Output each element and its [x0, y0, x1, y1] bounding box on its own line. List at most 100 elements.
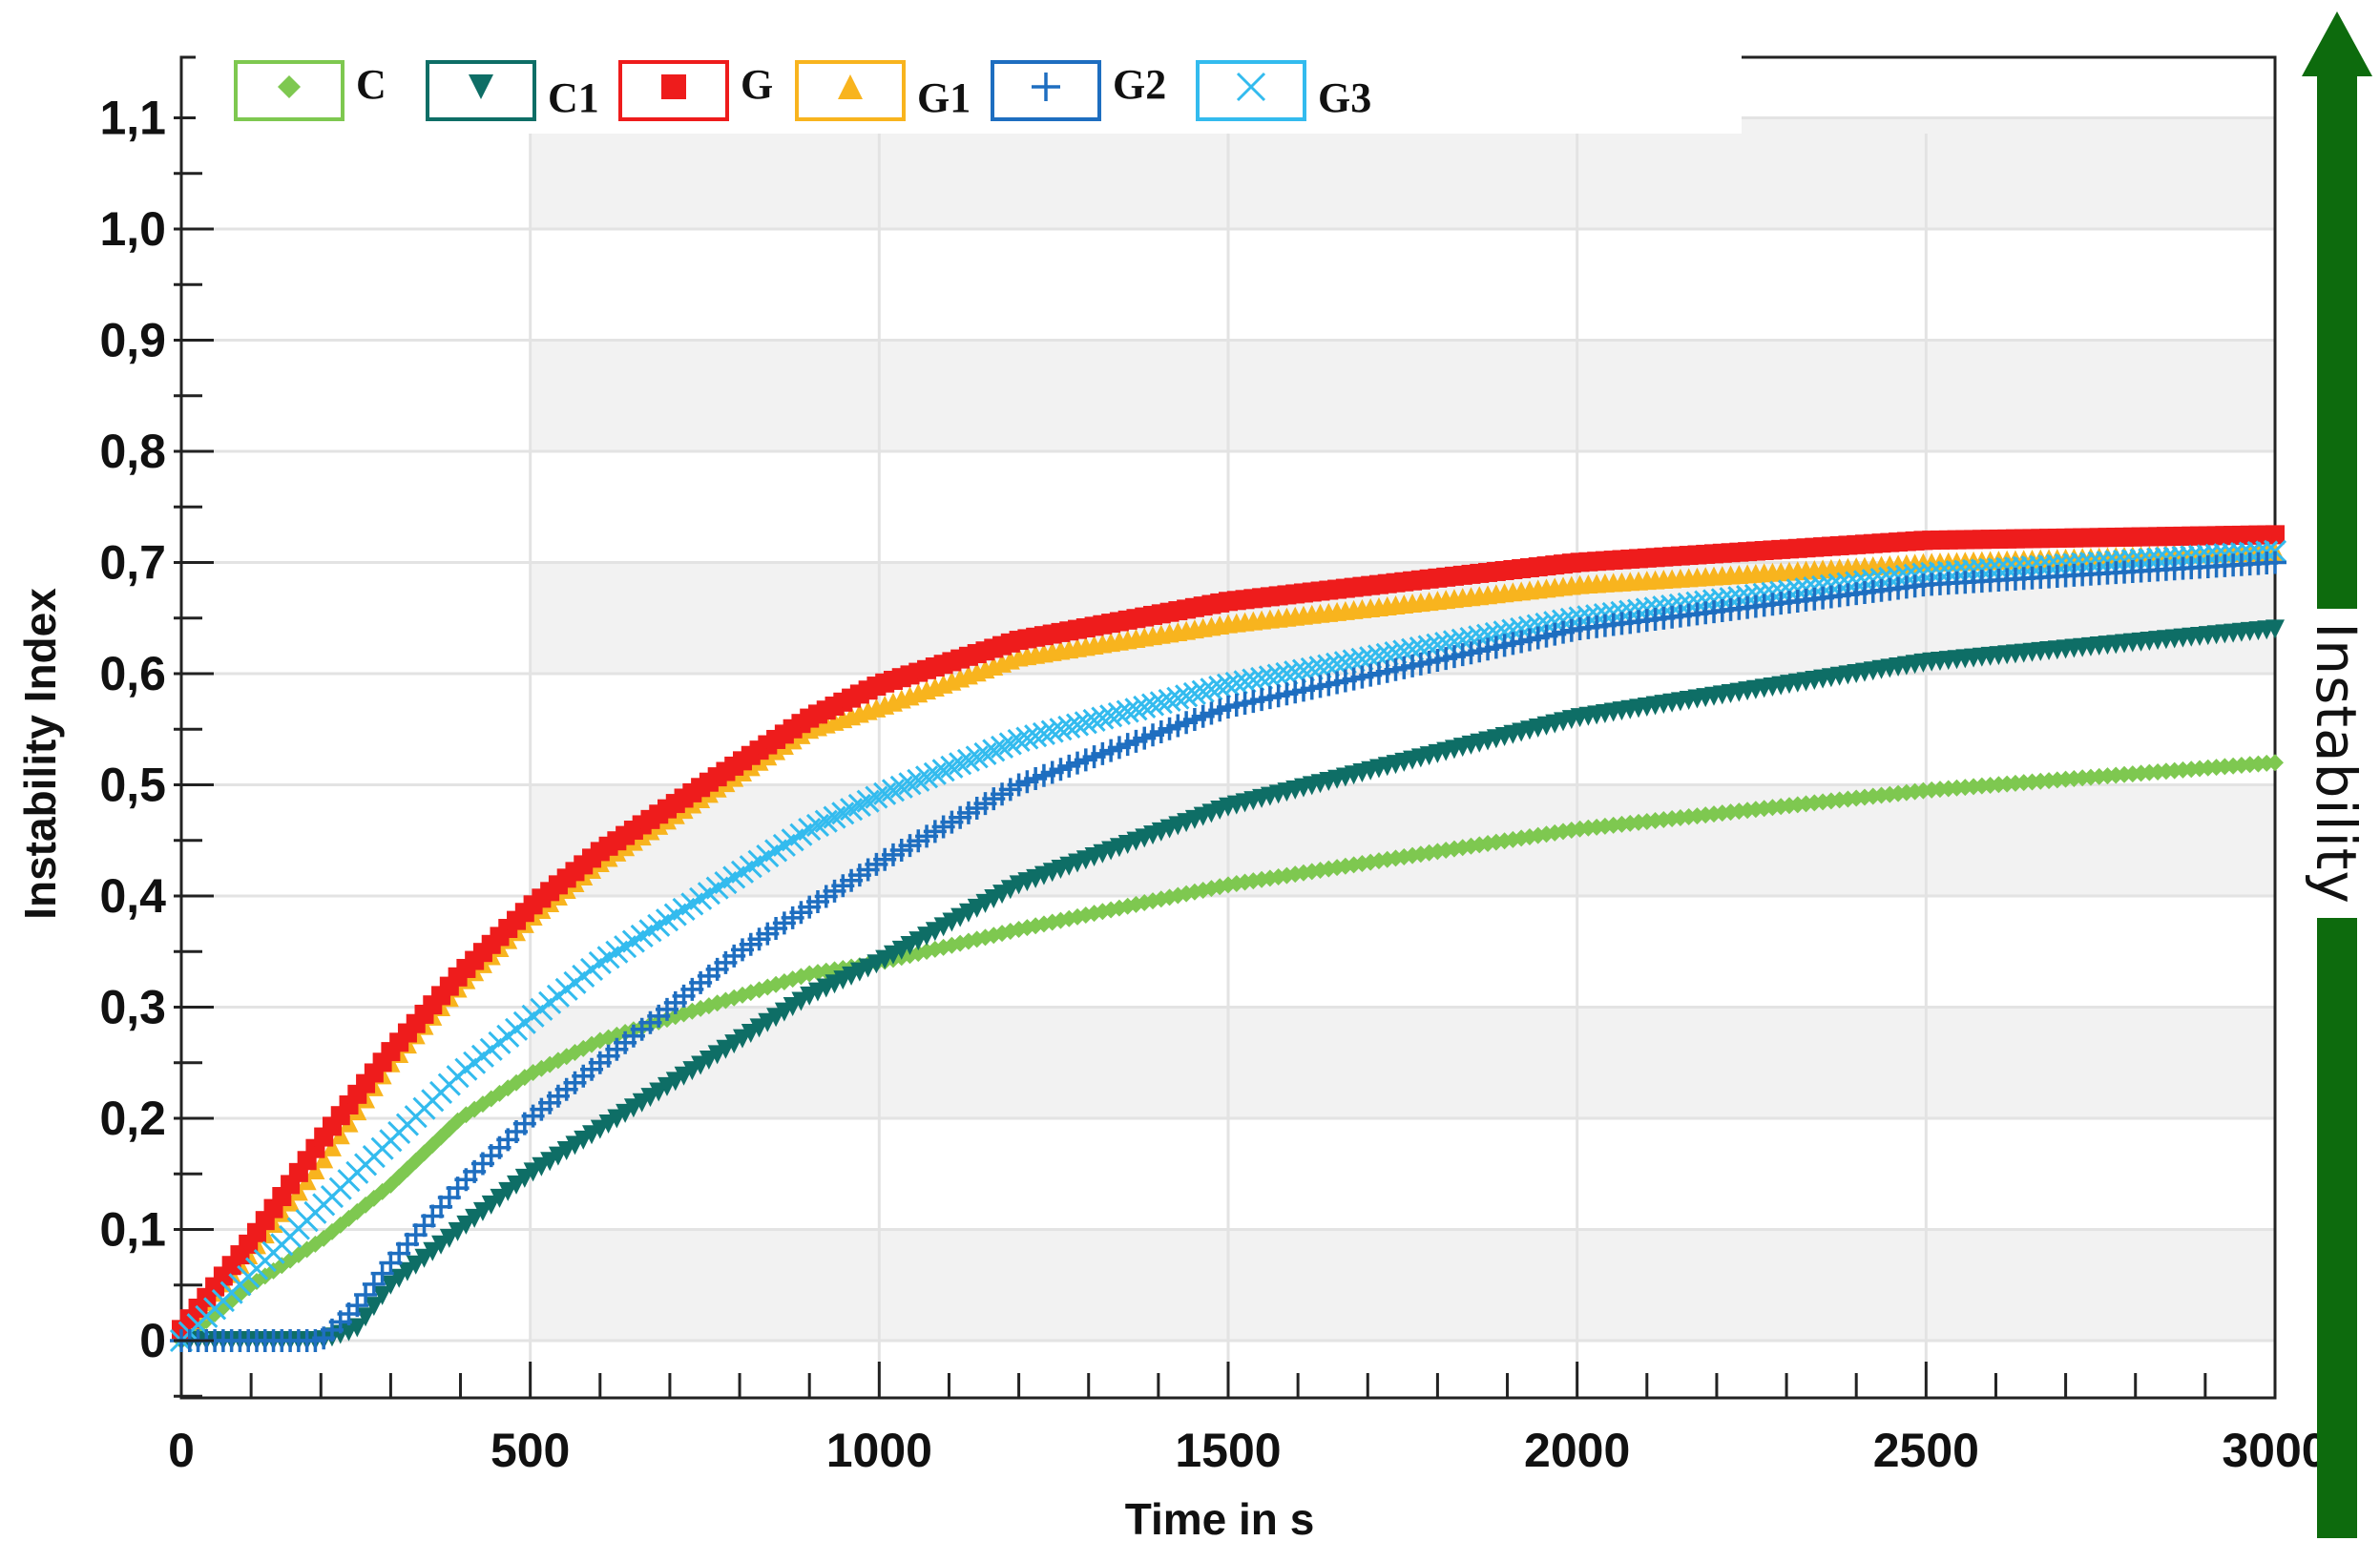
- series-g3-point: [898, 772, 922, 796]
- x-tick-label: 3000: [2222, 1424, 2328, 1477]
- series-c: [173, 754, 2284, 1349]
- x-tick-label: 2000: [1524, 1424, 1630, 1477]
- legend-label-c1: C1: [548, 74, 599, 121]
- series-c1-point: [347, 1318, 367, 1338]
- series-g3-point: [1166, 686, 1190, 710]
- arrow-shaft-upper: [2317, 74, 2357, 609]
- y-axis-title: Instability Index: [15, 588, 65, 920]
- series-g3-point: [907, 768, 930, 792]
- series-g3-point: [1024, 724, 1048, 748]
- series-g3-point: [1040, 719, 1064, 743]
- legend-label-g: G: [741, 61, 773, 108]
- y-tick-label: 0,8: [99, 425, 166, 478]
- instability-side-label: Instability: [2304, 622, 2369, 905]
- series-g3-point: [1133, 695, 1157, 719]
- series-g3-point: [889, 775, 913, 799]
- series-g3-point: [1140, 693, 1165, 717]
- legend-swatch-g3: [1196, 60, 1306, 121]
- series-c1-point: [364, 1297, 384, 1317]
- y-tick-label: 0: [139, 1314, 166, 1367]
- series-g2-point: [2264, 551, 2286, 574]
- background-band: [530, 784, 2275, 896]
- series-g3-point: [1175, 684, 1199, 708]
- series-g3-point: [940, 755, 964, 779]
- y-tick-label: 0,1: [99, 1203, 166, 1257]
- legend-label-g2: G2: [1113, 61, 1166, 108]
- x-tick-label: 1500: [1175, 1424, 1281, 1477]
- series-g3-point: [1049, 718, 1073, 741]
- series-g3-point: [1082, 708, 1106, 732]
- series-g3-point: [1074, 711, 1097, 735]
- series-g1-point: [322, 1136, 342, 1156]
- series-g-point: [2265, 525, 2285, 545]
- legend: C C1 G G1 G2 G3: [196, 38, 1742, 134]
- legend-marker-c-icon: [278, 75, 301, 98]
- y-tick-label: 0,2: [99, 1092, 166, 1145]
- series-c1-point: [356, 1307, 376, 1327]
- series-c1-point: [2265, 619, 2285, 639]
- legend-marker-g-icon: [661, 74, 686, 99]
- series-g3-point: [1007, 728, 1031, 752]
- series-g3-point: [965, 745, 989, 769]
- series-g3-point: [949, 752, 972, 776]
- background-band: [530, 1229, 2275, 1341]
- series-g3-point: [1158, 688, 1181, 713]
- legend-marker-c1-icon: [469, 74, 493, 99]
- y-tick-label: 0,9: [99, 314, 166, 367]
- background-band: [530, 1007, 2275, 1118]
- series-g3-point: [1091, 706, 1115, 730]
- series-c-point: [1939, 780, 1957, 798]
- y-tick-label: 0,4: [99, 869, 166, 923]
- series-g3-point: [1200, 677, 1223, 701]
- series-g1-point: [314, 1149, 334, 1169]
- background-band: [530, 340, 2275, 451]
- legend-marker-g1-icon: [838, 74, 863, 99]
- series-g3-point: [956, 748, 981, 772]
- y-axis: 0 0,1 0,2 0,3 0,4 0,5 0,6 0,7 0,8 0,9 1,0 1,1: [99, 92, 214, 1398]
- series-g3-point: [973, 741, 997, 765]
- y-tick-label: 0,3: [99, 981, 166, 1034]
- series-g3-point: [915, 765, 939, 789]
- x-axis: 0 500 1000 1500 2000 2500 3000: [168, 1362, 2328, 1477]
- legend-marker-g3-icon: [1236, 72, 1266, 102]
- series-g3-point: [1099, 704, 1123, 728]
- series-g3-point: [881, 779, 906, 802]
- series-g3-point: [990, 735, 1014, 759]
- y-tick-label: 0,7: [99, 536, 166, 590]
- series-g3-point: [1015, 726, 1039, 750]
- series-g3-point: [865, 785, 888, 809]
- legend-label-g1: G1: [917, 74, 971, 121]
- series-g3-point: [1182, 681, 1206, 706]
- y-tick-label: 1,1: [99, 92, 166, 145]
- legend-label-c: C: [356, 61, 386, 108]
- series-g3-point: [873, 781, 897, 805]
- series-g3-point: [1191, 679, 1215, 703]
- series-g: [172, 525, 2285, 1340]
- instability-arrow: Instability: [2302, 11, 2372, 1538]
- legend-swatch-g: [618, 60, 729, 121]
- x-axis-title: Time in s: [1125, 1494, 1315, 1544]
- x-tick-label: 1000: [826, 1424, 932, 1477]
- data-series: [169, 525, 2287, 1353]
- series-c-point: [2266, 754, 2284, 772]
- background-band: [530, 117, 2275, 229]
- series-g3-point: [923, 761, 947, 785]
- gridlines: [181, 116, 2275, 1398]
- series-g3-point: [998, 732, 1022, 756]
- arrow-head-icon: [2302, 11, 2372, 76]
- series-g3-point: [1057, 715, 1081, 739]
- legend-marker-g2-icon: [1032, 73, 1060, 101]
- series-g3-point: [1124, 698, 1148, 721]
- series-g3-point: [931, 759, 955, 782]
- y-tick-label: 0,5: [99, 759, 166, 812]
- x-tick-label: 0: [168, 1424, 195, 1477]
- series-c1-point: [372, 1285, 392, 1305]
- series-g3-point: [1065, 713, 1090, 737]
- x-tick-label: 2500: [1873, 1424, 1979, 1477]
- y-tick-label: 1,0: [99, 202, 166, 256]
- x-tick-label: 500: [491, 1424, 570, 1477]
- series-g3-point: [1149, 691, 1173, 715]
- arrow-shaft-lower: [2317, 918, 2357, 1538]
- y-tick-label: 0,6: [99, 647, 166, 700]
